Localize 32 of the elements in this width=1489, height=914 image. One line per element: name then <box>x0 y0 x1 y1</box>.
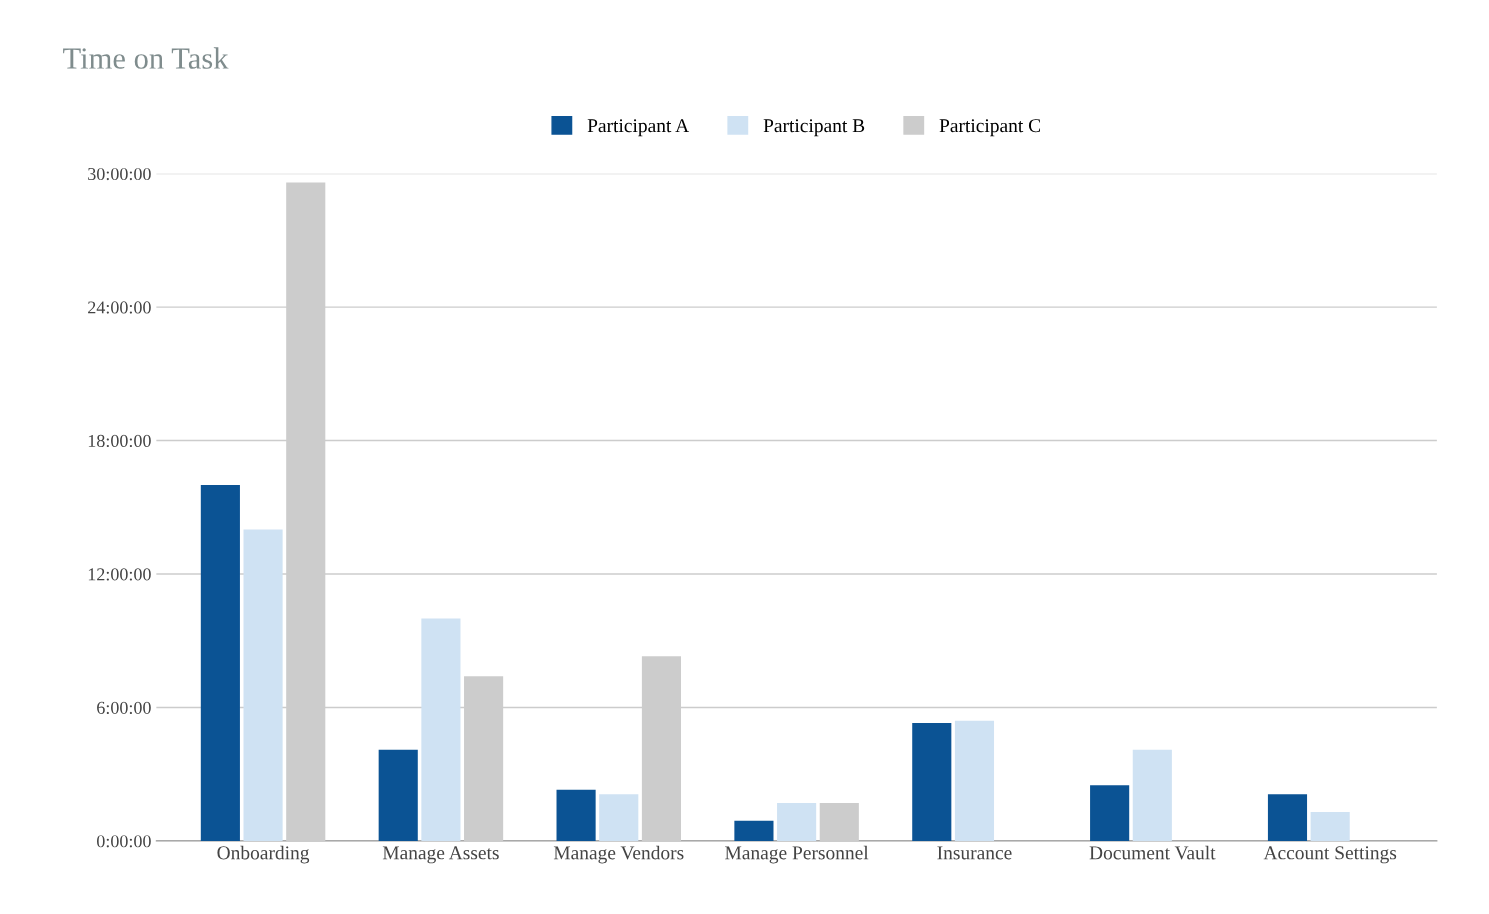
y-tick-label: 6:00:00 <box>97 701 151 714</box>
bar <box>1267 794 1308 841</box>
legend-label: Participant B <box>763 119 865 137</box>
legend-label: Participant A <box>587 119 690 137</box>
x-tick-label: Manage Assets <box>382 846 499 864</box>
x-tick-label: Account Settings <box>1263 846 1397 864</box>
bar <box>200 485 240 841</box>
y-tick-label: 12:00:00 <box>88 568 151 581</box>
x-tick-label: Document Vault <box>1089 845 1216 860</box>
x-tick-label: Manage Vendors <box>553 845 684 864</box>
bar <box>1132 749 1172 841</box>
y-tick-label: 0:00:00 <box>97 835 151 848</box>
y-tick-label: 24:00:00 <box>88 301 151 314</box>
bar <box>734 820 774 841</box>
bar <box>421 618 461 841</box>
bar <box>819 803 859 841</box>
bar <box>378 749 418 841</box>
bar <box>1090 785 1130 841</box>
x-tick-label: Insurance <box>937 846 1012 860</box>
y-tick-label: 18:00:00 <box>88 434 151 448</box>
bar <box>556 789 596 841</box>
chart-title: Time on Task <box>63 47 229 69</box>
bar <box>954 720 995 841</box>
bar <box>243 529 283 841</box>
bar <box>1310 811 1350 841</box>
bar <box>599 794 639 841</box>
x-tick-label: Onboarding <box>217 845 310 864</box>
x-tick-label: Manage Personnel <box>725 845 869 864</box>
bar <box>777 803 817 841</box>
legend-label: Participant C <box>939 119 1041 137</box>
bar <box>912 723 952 841</box>
y-tick-label: 30:00:00 <box>88 167 151 181</box>
